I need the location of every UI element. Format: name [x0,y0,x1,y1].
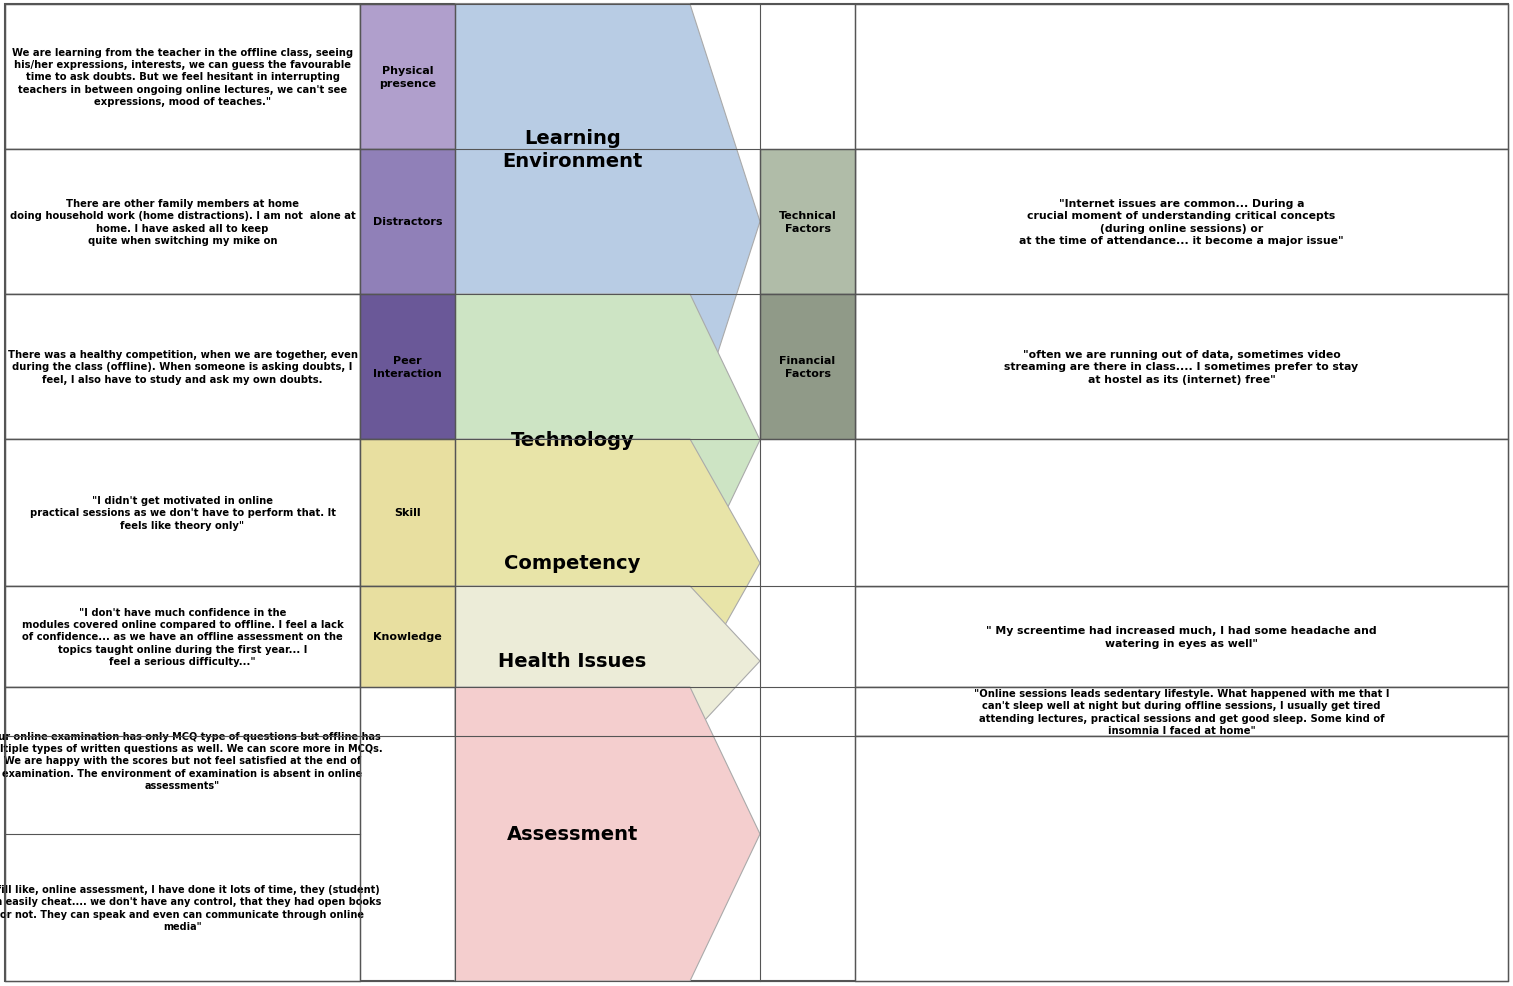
Polygon shape [455,440,760,687]
Text: We are learning from the teacher in the offline class, seeing
his/her expression: We are learning from the teacher in the … [12,47,353,107]
Bar [855,5,1508,150]
Text: "I don't have much confidence in the
modules covered online compared to offline.: "I don't have much confidence in the mod… [21,607,343,667]
Polygon shape [455,295,760,587]
Polygon shape [455,587,760,737]
Text: Skill: Skill [395,508,421,518]
Text: Financial
Factors: Financial Factors [779,356,835,379]
Text: Knowledge: Knowledge [374,632,442,642]
Text: " My screentime had increased much, I had some headache and
watering in eyes as : " My screentime had increased much, I ha… [986,626,1377,648]
Bar [855,687,1508,737]
Bar [855,737,1508,981]
Bar [5,150,360,295]
Text: There are other family members at home
doing household work (home distractions).: There are other family members at home d… [9,199,356,246]
Text: Technical
Factors: Technical Factors [779,211,837,234]
Bar [5,440,360,587]
Bar [5,5,360,150]
Bar [855,440,1508,587]
Bar [360,440,455,587]
Bar [5,587,360,687]
Text: "Online sessions leads sedentary lifestyle. What happened with me that I
can't s: "Online sessions leads sedentary lifesty… [974,688,1389,736]
Text: "Our online examination has only MCQ type of questions but offline has
multiple : "Our online examination has only MCQ typ… [0,731,383,791]
Bar [760,295,855,440]
Text: "I fill like, online assessment, I have done it lots of time, they (student)
can: "I fill like, online assessment, I have … [0,884,381,931]
Polygon shape [455,687,760,981]
Polygon shape [455,5,760,440]
Text: "Internet issues are common... During a
crucial moment of understanding critical: "Internet issues are common... During a … [1020,199,1344,246]
Text: Distractors: Distractors [372,217,442,227]
Bar [855,295,1508,440]
Text: Assessment: Assessment [507,824,638,844]
Text: There was a healthy competition, when we are together, even
during the class (of: There was a healthy competition, when we… [8,350,357,385]
Bar [5,687,360,981]
Bar [360,150,455,295]
Text: Peer
Interaction: Peer Interaction [374,356,442,379]
Text: Competency: Competency [504,554,640,573]
Text: Health Issues: Health Issues [498,652,646,670]
Text: "I didn't get motivated in online
practical sessions as we don't have to perform: "I didn't get motivated in online practi… [29,496,336,530]
Bar [760,150,855,295]
Bar [855,587,1508,687]
Text: Physical
presence: Physical presence [378,66,436,89]
Text: Technology: Technology [510,431,634,450]
Bar [5,295,360,440]
Text: Learning
Environment: Learning Environment [502,128,643,172]
Bar [360,295,455,440]
Bar [360,587,455,687]
Bar [855,150,1508,295]
Bar [360,5,455,150]
Text: "often we are running out of data, sometimes video
streaming are there in class.: "often we are running out of data, somet… [1005,350,1359,385]
